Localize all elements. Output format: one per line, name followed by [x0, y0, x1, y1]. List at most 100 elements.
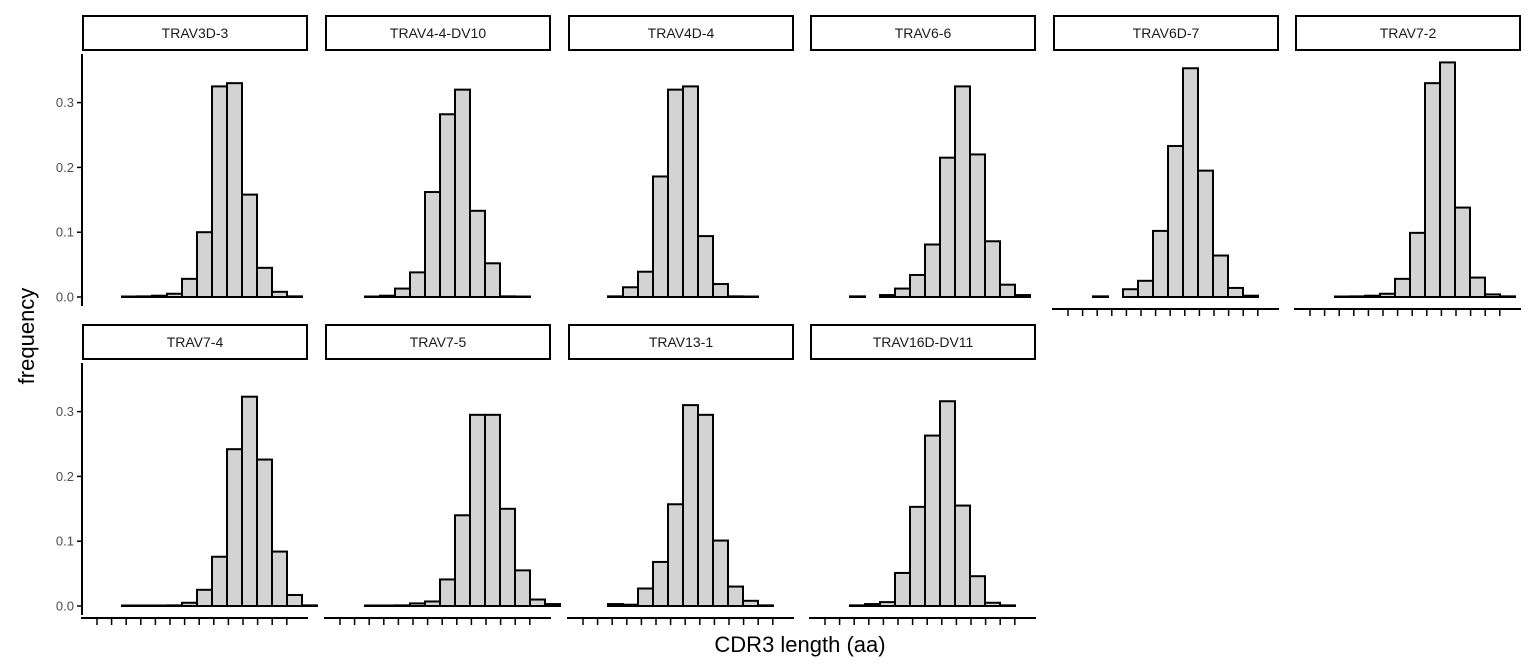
histogram-bar	[1394, 277, 1411, 298]
facet-strip	[810, 15, 1036, 51]
histogram-bar	[151, 604, 168, 607]
facet-panel: TRAV7-4 0.0 0.1 0.2 0.3	[56, 324, 318, 625]
y-tick-label: 0.3	[56, 404, 74, 419]
histogram-bar	[484, 262, 501, 298]
histogram-bar	[544, 603, 561, 608]
facet-panel: TRAV7-5	[324, 324, 561, 625]
histogram-bar	[514, 569, 531, 607]
histogram-bar	[742, 599, 759, 607]
histogram-bar	[909, 505, 926, 607]
facet-label: TRAV6D-7	[1133, 25, 1200, 41]
histogram-bar	[999, 283, 1016, 298]
facet-strip	[82, 15, 308, 51]
histogram-bar	[894, 571, 911, 608]
histogram-bar	[849, 604, 866, 607]
histogram-bar	[1499, 295, 1516, 298]
facet-strip	[1295, 15, 1521, 51]
facet-panel: TRAV7-2	[1294, 15, 1521, 316]
facet-label: TRAV13-1	[649, 334, 714, 350]
facet-panel: TRAV6-6	[810, 15, 1036, 299]
facet-strip	[325, 15, 551, 51]
y-tick-label: 0.2	[56, 160, 74, 175]
histogram-bar	[121, 604, 138, 607]
histogram-bar	[1122, 288, 1139, 298]
histogram-bar	[241, 193, 258, 298]
histogram-bar	[954, 504, 971, 607]
histogram-bar	[879, 294, 896, 298]
histogram-bar	[514, 295, 531, 298]
y-tick-label: 0.1	[56, 534, 74, 549]
histogram-bar	[1469, 276, 1486, 298]
histogram-bar	[1379, 292, 1396, 299]
facet-label: TRAV7-5	[410, 334, 467, 350]
histogram-bar	[984, 601, 1001, 608]
facet-panel: TRAV6D-7	[1052, 15, 1279, 316]
histogram-bar	[1364, 294, 1381, 299]
facet-panels: TRAV3D-3 0.0 0.1 0.2 0.3 TRAV4-4-DV10 TRAV4D-4…	[56, 15, 1521, 625]
histogram-bar	[1137, 279, 1154, 298]
facet-panel: TRAV13-1	[567, 324, 794, 625]
histogram-bar	[954, 85, 971, 299]
facet-label: TRAV4-4-DV10	[390, 25, 486, 41]
histogram-bar	[181, 277, 198, 298]
histogram-bar	[1424, 82, 1441, 298]
histogram-bar	[924, 243, 941, 298]
y-axis-title: frequency	[14, 288, 39, 385]
histogram-bar	[712, 283, 729, 299]
histogram-bar	[652, 560, 669, 607]
histogram-bar	[286, 593, 303, 608]
histogram-bar	[667, 503, 684, 608]
histogram-bar	[454, 514, 471, 608]
histogram-bar	[924, 434, 941, 607]
facet-label: TRAV16D-DV11	[873, 334, 974, 350]
histogram-bar	[1409, 231, 1426, 299]
histogram-bar	[394, 287, 411, 298]
histogram-bar	[226, 82, 243, 298]
histogram-bar	[667, 88, 684, 298]
facet-strip	[810, 324, 1036, 360]
histogram-bar	[499, 295, 516, 298]
y-tick-label: 0.2	[56, 469, 74, 484]
histogram-bar	[256, 266, 273, 298]
x-axis-title: CDR3 length (aa)	[714, 632, 885, 657]
histogram-bar	[849, 295, 866, 298]
histogram-bar	[607, 295, 624, 298]
histogram-bar	[622, 286, 639, 298]
histogram-bar	[1014, 294, 1031, 298]
facet-strip	[568, 15, 794, 51]
histogram-bar	[121, 295, 138, 298]
histogram-bar	[166, 292, 183, 299]
histogram-bar	[271, 550, 288, 607]
facet-panel: TRAV3D-3 0.0 0.1 0.2 0.3	[56, 15, 308, 306]
histogram-bar	[894, 287, 911, 298]
histogram-bar	[226, 448, 243, 607]
histogram-bar	[682, 404, 699, 607]
histogram-bar	[984, 240, 1001, 299]
histogram-bar	[256, 458, 273, 607]
histogram-bar	[271, 290, 288, 299]
histogram-bar	[1167, 145, 1184, 298]
facet-panel: TRAV16D-DV11	[809, 324, 1036, 625]
histogram-bar	[409, 602, 426, 608]
facet-label: TRAV6-6	[895, 25, 952, 41]
facet-panel: TRAV4D-4	[568, 15, 794, 299]
facet-label: TRAV7-4	[167, 334, 224, 350]
facet-strip	[568, 324, 794, 360]
histogram-bar	[241, 395, 258, 608]
facet-strip	[1053, 15, 1279, 51]
histogram-bar	[864, 603, 881, 608]
histogram-bar	[1242, 294, 1259, 299]
histogram-bar	[1227, 286, 1244, 299]
histogram-bar	[969, 153, 986, 298]
histogram-bar	[499, 507, 516, 607]
histogram-bar	[939, 156, 956, 298]
histogram-bar	[1092, 295, 1109, 298]
histogram-bar	[1349, 295, 1366, 298]
histogram-bar	[379, 294, 396, 299]
histogram-bar	[469, 413, 486, 607]
histogram-bar	[439, 113, 456, 298]
histogram-bar	[637, 587, 654, 608]
histogram-bar	[909, 273, 926, 298]
histogram-bar	[454, 88, 471, 298]
